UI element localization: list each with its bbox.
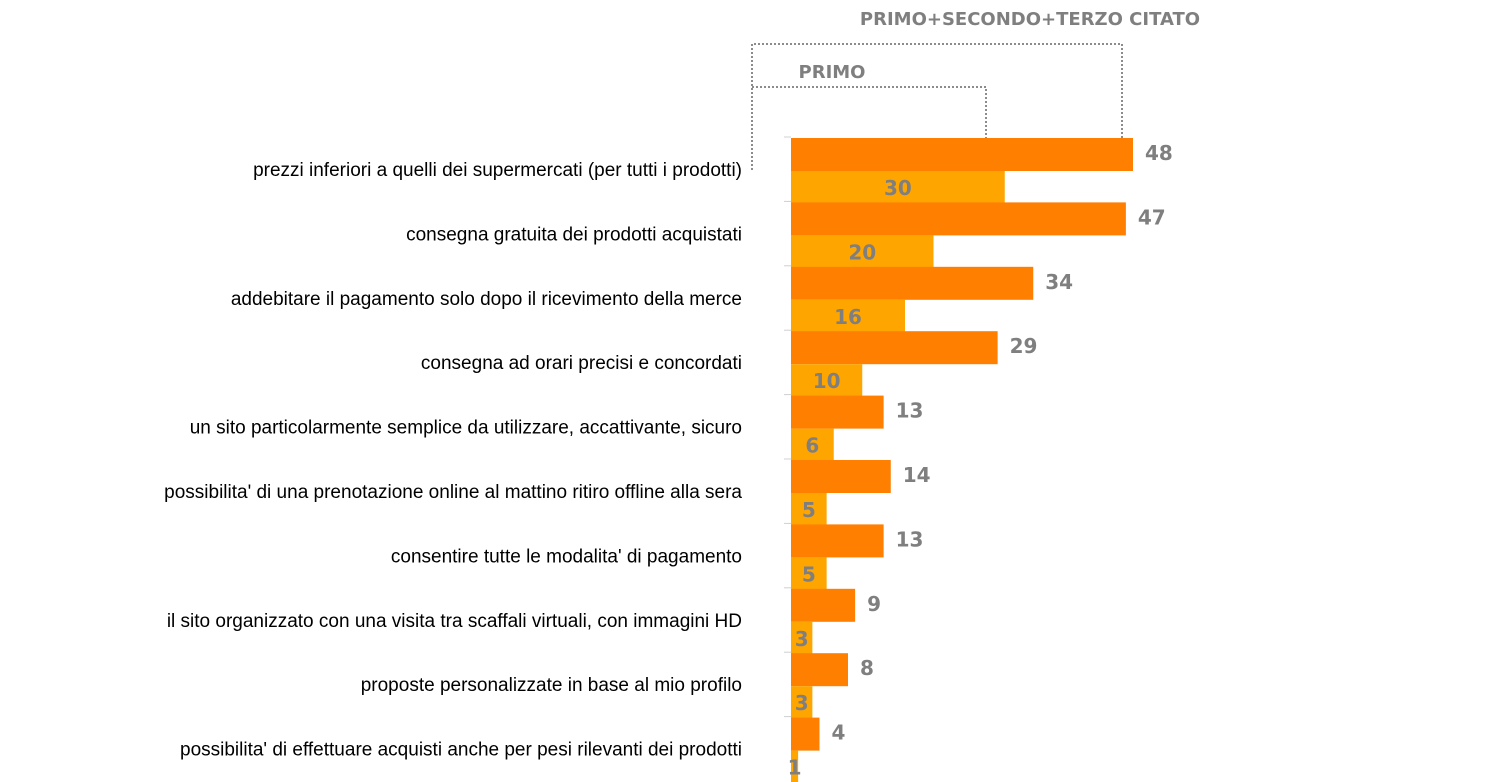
bar xyxy=(791,750,799,782)
value-label: 8 xyxy=(860,656,874,680)
bar xyxy=(791,493,827,526)
category-label: il sito organizzato con una visita tra s… xyxy=(167,611,742,632)
bar xyxy=(791,621,813,655)
bar xyxy=(791,202,1126,236)
value-label: 14 xyxy=(903,463,931,487)
category-label: consentire tutte le modalita' di pagamen… xyxy=(391,546,742,567)
value-label: 5 xyxy=(802,498,816,522)
value-label: 6 xyxy=(805,434,819,458)
category-label: possibilita' di una prenotazione online … xyxy=(164,482,742,503)
bar xyxy=(791,557,827,591)
bar xyxy=(791,331,998,365)
value-label: 16 xyxy=(834,305,862,329)
category-label: consegna gratuita dei prodotti acquistat… xyxy=(406,224,742,245)
value-label: 3 xyxy=(795,691,809,715)
legend-label: PRIMO xyxy=(799,62,866,83)
bar xyxy=(791,524,884,558)
value-label: 5 xyxy=(802,562,816,586)
category-label: consegna ad orari precisi e concordati xyxy=(421,353,742,374)
value-label: 9 xyxy=(867,592,881,616)
value-label: 29 xyxy=(1010,334,1038,358)
bar xyxy=(791,717,820,751)
value-label: 30 xyxy=(884,176,912,200)
bar xyxy=(791,588,856,622)
bar xyxy=(791,171,1005,204)
value-label: 47 xyxy=(1138,205,1166,229)
value-label: 4 xyxy=(832,721,846,745)
legend-label: PRIMO+SECONDO+TERZO CITATO xyxy=(860,9,1200,30)
value-label: 13 xyxy=(896,399,924,423)
bar xyxy=(791,460,891,493)
value-label: 34 xyxy=(1045,270,1073,294)
value-label: 10 xyxy=(813,369,841,393)
bar xyxy=(791,266,1034,300)
bar xyxy=(791,299,905,333)
bar xyxy=(791,235,934,269)
bar xyxy=(791,364,863,398)
category-label: addebitare il pagamento solo dopo il ric… xyxy=(231,289,742,310)
legend-bracket xyxy=(751,43,1123,170)
category-label: prezzi inferiori a quelli dei supermerca… xyxy=(253,160,742,181)
value-label: 20 xyxy=(848,240,876,264)
bar xyxy=(791,395,884,429)
bar xyxy=(791,138,1133,171)
bar xyxy=(791,653,848,687)
value-label: 1 xyxy=(788,756,802,780)
category-label: un sito particolarmente semplice da util… xyxy=(190,418,742,439)
value-label: 3 xyxy=(795,627,809,651)
bar xyxy=(791,428,834,462)
category-label: possibilita' di effettuare acquisti anch… xyxy=(180,740,742,761)
bar xyxy=(791,686,813,720)
category-label: proposte personalizzate in base al mio p… xyxy=(361,675,742,696)
value-label: 48 xyxy=(1145,141,1173,165)
value-label: 13 xyxy=(896,527,924,551)
